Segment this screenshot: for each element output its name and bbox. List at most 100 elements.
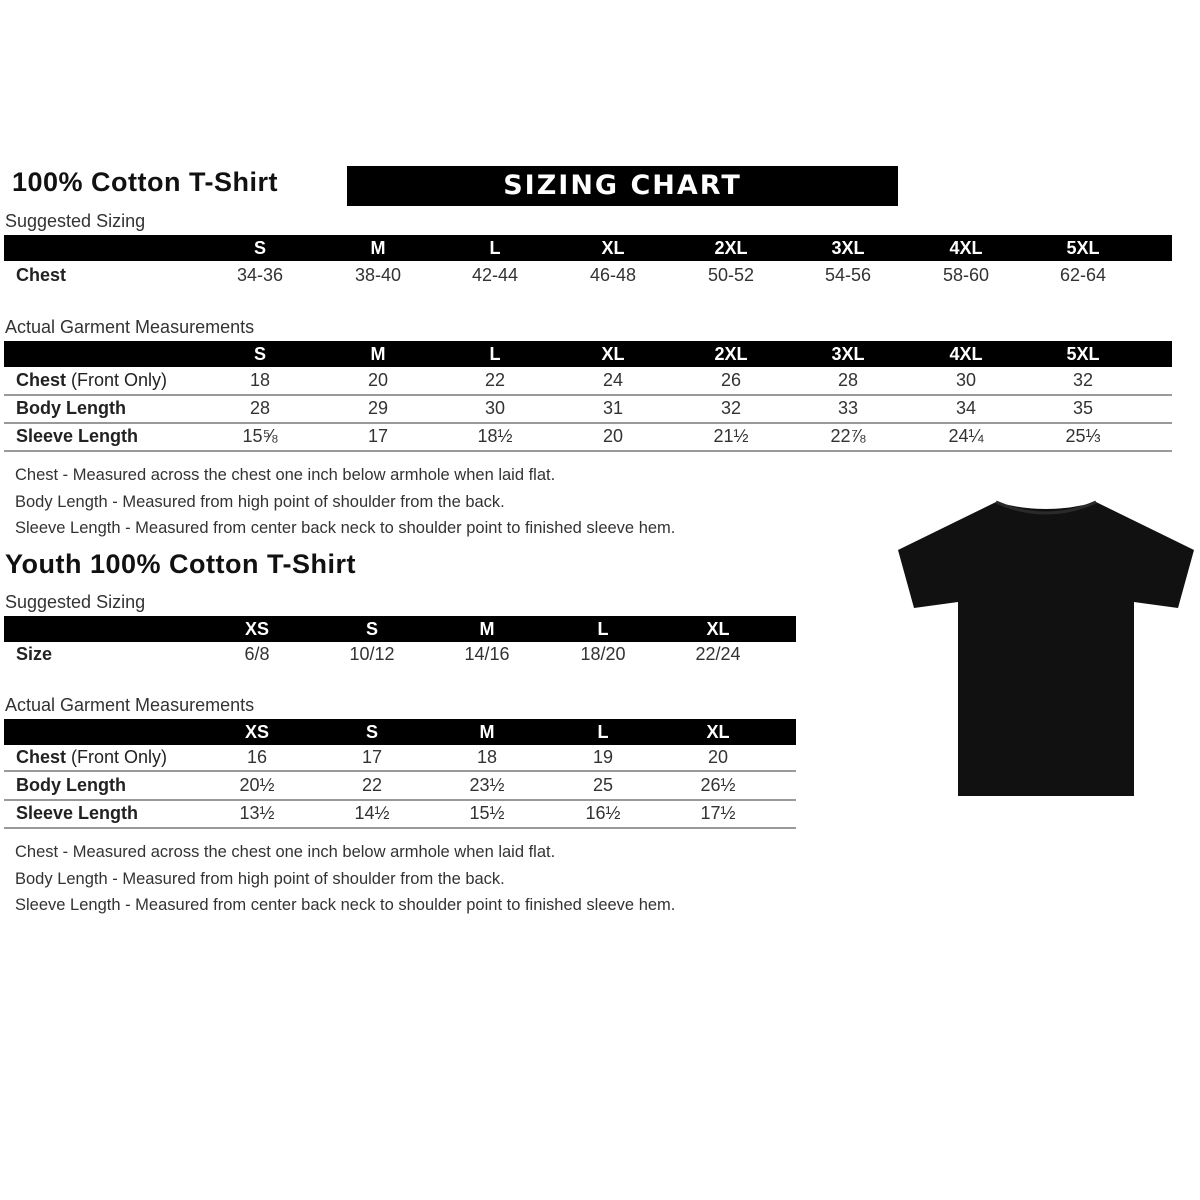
table-cell: 32	[1072, 370, 1094, 390]
row-label: Body Length	[16, 775, 126, 796]
measurement-note: Body Length - Measured from high point o…	[15, 492, 505, 511]
table-cell: 33	[837, 398, 859, 418]
table-cell: 16½	[585, 803, 621, 823]
table-cell: 19	[592, 747, 614, 767]
row-label: Chest (Front Only)	[16, 370, 167, 391]
size-header: M	[479, 619, 495, 639]
table-cell: 24	[602, 370, 624, 390]
youth-actual-label: Actual Garment Measurements	[5, 695, 255, 715]
table-cell: 46-48	[589, 265, 637, 285]
youth-suggested-header-bar	[4, 616, 796, 642]
row-label-text: Chest	[16, 370, 67, 390]
row-divider	[4, 770, 796, 772]
table-cell: 21½	[713, 426, 749, 446]
size-header: L	[489, 344, 501, 364]
table-cell: 25⅓	[1065, 426, 1101, 446]
table-cell: 30	[484, 398, 506, 418]
table-cell: 50-52	[707, 265, 755, 285]
row-label-suffix: (Front Only)	[71, 747, 168, 767]
size-header: XS	[244, 619, 269, 639]
size-header: M	[479, 722, 495, 742]
row-label: Sleeve Length	[16, 803, 138, 824]
table-cell: 22	[484, 370, 506, 390]
table-cell: 25	[592, 775, 614, 795]
table-cell: 24¼	[948, 426, 984, 446]
table-cell: 54-56	[824, 265, 872, 285]
table-cell: 23½	[469, 775, 505, 795]
table-cell: 34	[955, 398, 977, 418]
size-header: S	[365, 619, 378, 639]
table-cell: 15⅝	[242, 426, 278, 446]
table-cell: 20	[602, 426, 624, 446]
table-cell: 58-60	[942, 265, 990, 285]
measurement-note: Chest - Measured across the chest one in…	[15, 843, 556, 861]
row-divider	[4, 422, 1172, 424]
table-cell: 34-36	[236, 265, 284, 285]
row-divider	[4, 450, 1172, 452]
size-header: 3XL	[831, 238, 865, 258]
table-cell: 14/16	[464, 644, 510, 664]
adult-suggested-label: Suggested Sizing	[5, 211, 146, 231]
table-cell: 29	[367, 398, 389, 418]
row-divider	[4, 827, 796, 829]
size-header: 3XL	[831, 344, 865, 364]
table-cell: 38-40	[354, 265, 402, 285]
row-label: Chest (Front Only)	[16, 747, 167, 768]
table-cell: 20½	[239, 775, 275, 795]
table-cell: 22⅞	[830, 426, 866, 446]
table-cell: 18	[249, 370, 271, 390]
row-label-text: Body Length	[16, 398, 126, 418]
row-label: Sleeve Length	[16, 426, 138, 447]
row-label-text: Sleeve Length	[16, 426, 139, 446]
table-cell: 31	[602, 398, 624, 418]
table-cell: 20	[707, 747, 729, 767]
row-label: Body Length	[16, 398, 126, 419]
size-header: XL	[601, 344, 625, 364]
row-label-text: Sleeve Length	[16, 803, 139, 823]
table-cell: 26	[720, 370, 742, 390]
row-label-text: Chest	[16, 747, 67, 767]
table-cell: 42-44	[471, 265, 519, 285]
table-cell: 13½	[239, 803, 275, 823]
table-cell: 16	[246, 747, 268, 767]
size-header: L	[597, 722, 609, 742]
size-header: 5XL	[1066, 238, 1100, 258]
row-divider	[4, 394, 1172, 396]
size-header: M	[370, 344, 386, 364]
table-cell: 20	[367, 370, 389, 390]
table-cell: 26½	[700, 775, 736, 795]
size-header: XL	[601, 238, 625, 258]
row-label-suffix: (Front Only)	[71, 370, 168, 390]
tshirt-icon	[898, 500, 1194, 796]
adult-suggested-header-bar	[4, 235, 1172, 261]
table-cell: 6/8	[244, 644, 270, 664]
row-label-text: Chest	[16, 265, 67, 285]
row-label-text: Size	[16, 644, 53, 664]
measurement-note: Sleeve Length - Measured from center bac…	[15, 519, 676, 537]
size-header: XL	[706, 722, 730, 742]
table-cell: 10/12	[349, 644, 395, 664]
table-cell: 30	[955, 370, 977, 390]
youth-title: Youth 100% Cotton T-Shirt	[5, 549, 356, 579]
table-cell: 35	[1072, 398, 1094, 418]
size-header: L	[597, 619, 609, 639]
table-cell: 28	[249, 398, 271, 418]
table-cell: 62-64	[1059, 265, 1107, 285]
size-header: 4XL	[949, 344, 983, 364]
size-header: M	[370, 238, 386, 258]
adult-actual-header-bar	[4, 341, 1172, 367]
size-header: 2XL	[714, 344, 748, 364]
sizing-chart-banner: SIZING CHART	[347, 166, 898, 206]
adult-actual-label: Actual Garment Measurements	[5, 317, 255, 337]
youth-suggested-label: Suggested Sizing	[5, 592, 146, 612]
size-header: 4XL	[949, 238, 983, 258]
size-header: XL	[706, 619, 730, 639]
measurement-note: Chest - Measured across the chest one in…	[15, 466, 556, 484]
size-header: 2XL	[714, 238, 748, 258]
table-cell: 32	[720, 398, 742, 418]
row-label-text: Body Length	[16, 775, 126, 795]
adult-title: 100% Cotton T-Shirt	[12, 167, 279, 197]
row-label: Chest	[16, 265, 66, 286]
measurement-note: Body Length - Measured from high point o…	[15, 869, 505, 888]
